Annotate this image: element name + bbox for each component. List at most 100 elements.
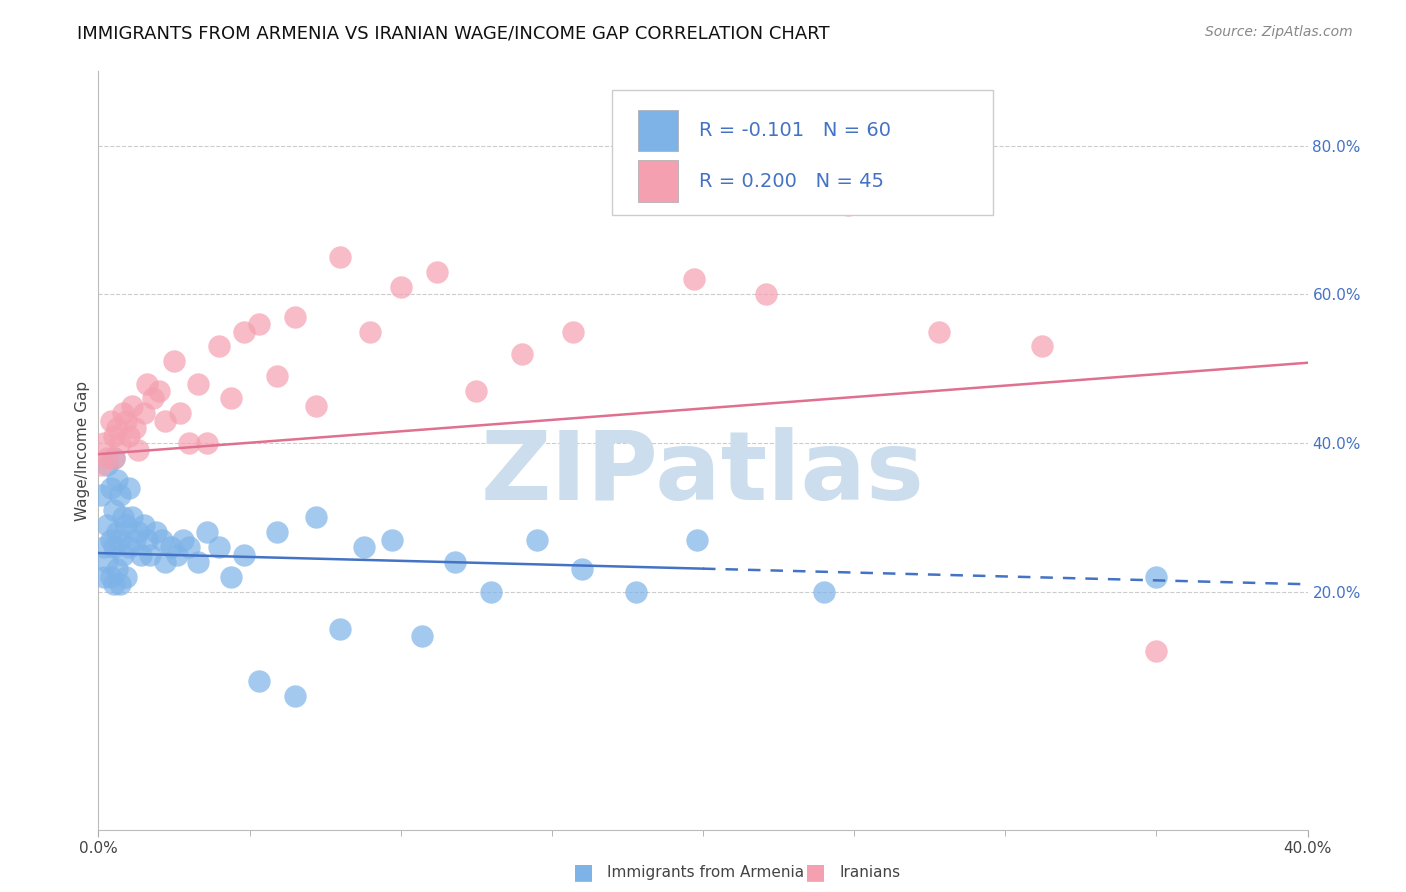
Point [266,369,288,384]
Text: R = -0.101   N = 60: R = -0.101 N = 60 [699,121,891,140]
Point [526,533,548,547]
Point [329,250,352,264]
Point [124,533,146,547]
Point [142,392,165,406]
Point [118,481,141,495]
Point [96,458,118,473]
Point [247,317,270,331]
Point [103,450,125,465]
Point [100,414,122,428]
Point [93,570,115,584]
Point [329,622,352,636]
FancyBboxPatch shape [613,90,993,216]
Text: Iranians: Iranians [839,865,900,880]
Point [93,436,115,450]
Text: ZIPatlas: ZIPatlas [481,426,925,520]
Point [179,540,201,554]
Point [103,428,125,442]
Text: Source: ZipAtlas.com: Source: ZipAtlas.com [1205,25,1353,39]
Point [114,517,136,532]
Point [1144,570,1167,584]
Point [360,325,382,339]
Point [135,376,157,391]
Point [221,392,243,406]
Point [247,673,270,688]
Point [108,436,131,450]
Point [129,548,152,562]
Point [127,443,149,458]
Point [150,533,173,547]
Point [444,555,467,569]
Point [103,503,125,517]
Point [284,310,307,324]
Point [837,198,859,212]
Point [135,533,157,547]
Point [683,272,706,286]
Point [153,555,176,569]
Point [96,450,118,465]
Point [232,548,254,562]
Point [93,540,115,554]
Point [105,562,128,576]
Point [127,525,149,540]
Point [353,540,375,554]
FancyBboxPatch shape [638,110,678,152]
Y-axis label: Wage/Income Gap: Wage/Income Gap [75,380,90,521]
Point [100,570,122,584]
Point [166,548,188,562]
Point [105,421,128,435]
Point [411,629,433,643]
Point [813,584,835,599]
Point [1031,339,1053,353]
Point [90,488,112,502]
Point [305,399,328,413]
Point [103,450,125,465]
Point [571,562,593,576]
Point [145,525,167,540]
Point [389,280,412,294]
Point [266,525,288,540]
Point [153,414,176,428]
Point [686,533,709,547]
Point [221,570,243,584]
Point [305,510,328,524]
Point [148,384,170,398]
Point [121,510,143,524]
Point [426,265,449,279]
Point [111,548,134,562]
Point [108,577,131,591]
Text: IMMIGRANTS FROM ARMENIA VS IRANIAN WAGE/INCOME GAP CORRELATION CHART: IMMIGRANTS FROM ARMENIA VS IRANIAN WAGE/… [77,25,830,43]
Point [121,399,143,413]
Point [465,384,488,398]
Point [108,488,131,502]
Point [163,354,186,368]
Point [108,533,131,547]
Point [208,540,231,554]
Point [284,689,307,703]
Point [105,473,128,487]
Point [755,287,778,301]
Point [562,325,585,339]
FancyBboxPatch shape [638,161,678,202]
Point [1144,644,1167,658]
Point [111,510,134,524]
Point [510,347,533,361]
Text: ■: ■ [806,863,825,882]
Point [132,406,155,420]
Point [187,376,209,391]
Point [481,584,503,599]
Point [118,428,141,442]
Text: ■: ■ [574,863,593,882]
Point [179,436,201,450]
Point [90,458,112,473]
Text: Immigrants from Armenia: Immigrants from Armenia [607,865,804,880]
Point [100,481,122,495]
Point [105,525,128,540]
Point [103,577,125,591]
Point [195,436,218,450]
Point [124,421,146,435]
Point [118,540,141,554]
Point [626,584,648,599]
Point [132,517,155,532]
Point [928,325,950,339]
